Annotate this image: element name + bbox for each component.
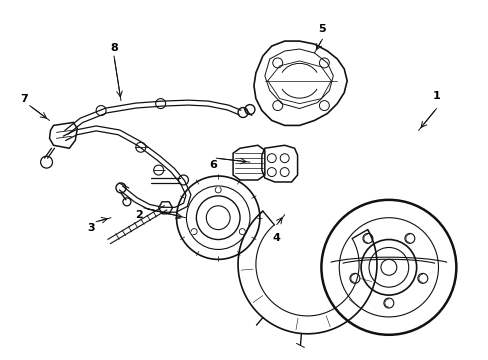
Text: 2: 2 — [135, 210, 142, 220]
Text: 5: 5 — [318, 24, 325, 34]
Text: 3: 3 — [87, 222, 95, 233]
Text: 6: 6 — [209, 160, 217, 170]
Text: 7: 7 — [20, 94, 27, 104]
Text: 1: 1 — [432, 91, 440, 101]
Text: 8: 8 — [110, 43, 118, 53]
Text: 4: 4 — [272, 233, 280, 243]
